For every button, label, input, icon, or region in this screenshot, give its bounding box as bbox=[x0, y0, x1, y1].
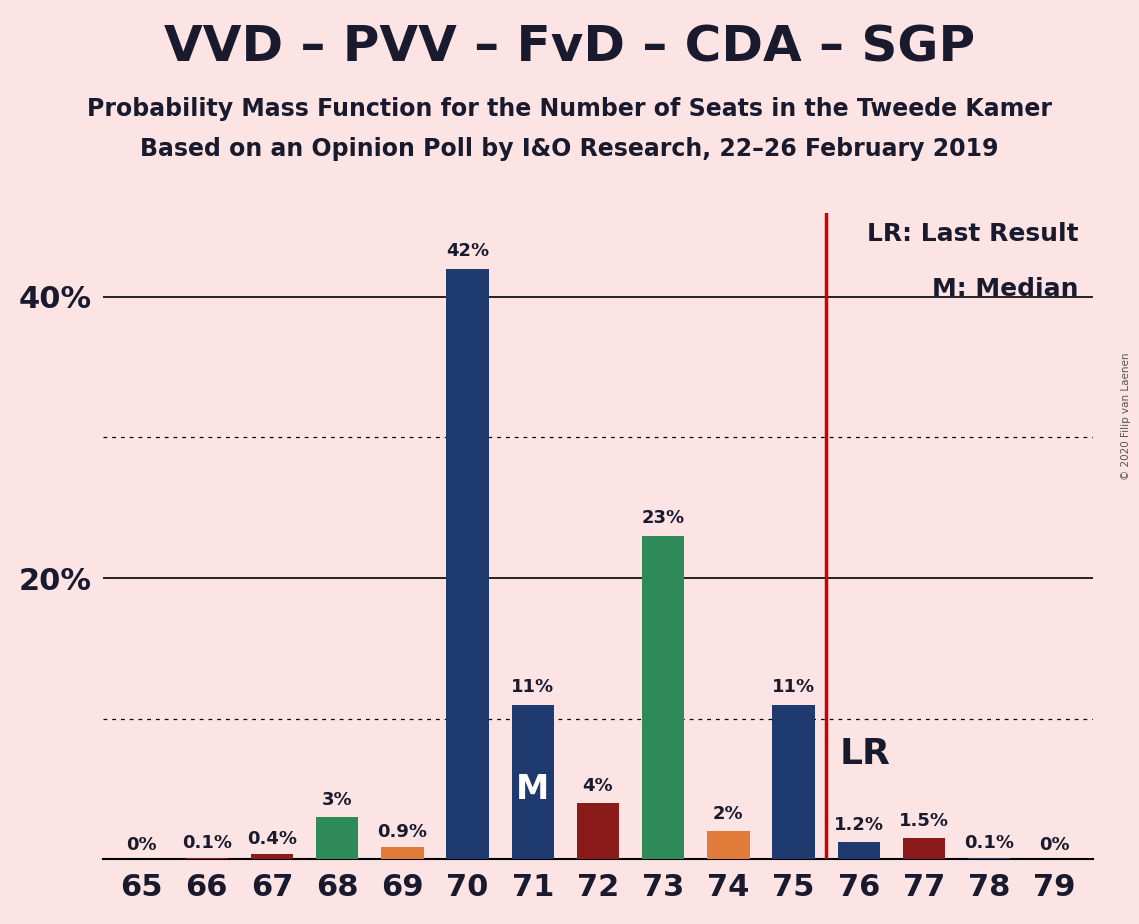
Text: © 2020 Filip van Laenen: © 2020 Filip van Laenen bbox=[1121, 352, 1131, 480]
Text: 1.5%: 1.5% bbox=[899, 812, 949, 830]
Bar bbox=[642, 536, 685, 859]
Text: 23%: 23% bbox=[641, 509, 685, 528]
Text: LR: LR bbox=[839, 736, 890, 771]
Bar bbox=[446, 269, 489, 859]
Text: 0.1%: 0.1% bbox=[964, 834, 1014, 852]
Text: 4%: 4% bbox=[583, 777, 613, 795]
Bar bbox=[186, 857, 228, 859]
Text: M: M bbox=[516, 773, 549, 807]
Bar bbox=[772, 705, 814, 859]
Bar bbox=[511, 705, 554, 859]
Text: 11%: 11% bbox=[511, 678, 555, 696]
Bar bbox=[968, 857, 1010, 859]
Text: VVD – PVV – FvD – CDA – SGP: VVD – PVV – FvD – CDA – SGP bbox=[164, 23, 975, 71]
Text: 0%: 0% bbox=[1039, 835, 1070, 854]
Bar bbox=[251, 854, 293, 859]
Text: Probability Mass Function for the Number of Seats in the Tweede Kamer: Probability Mass Function for the Number… bbox=[87, 97, 1052, 121]
Bar bbox=[382, 846, 424, 859]
Text: 0.4%: 0.4% bbox=[247, 830, 297, 848]
Text: 0.9%: 0.9% bbox=[377, 823, 427, 841]
Bar bbox=[316, 817, 359, 859]
Text: 0%: 0% bbox=[126, 835, 157, 854]
Bar bbox=[576, 803, 620, 859]
Bar bbox=[837, 843, 880, 859]
Bar bbox=[903, 838, 945, 859]
Text: LR: Last Result: LR: Last Result bbox=[867, 222, 1079, 246]
Text: 11%: 11% bbox=[772, 678, 816, 696]
Bar bbox=[707, 832, 749, 859]
Text: 1.2%: 1.2% bbox=[834, 816, 884, 834]
Text: 2%: 2% bbox=[713, 805, 744, 822]
Text: 0.1%: 0.1% bbox=[182, 834, 232, 852]
Text: 3%: 3% bbox=[322, 791, 352, 808]
Text: M: Median: M: Median bbox=[932, 277, 1079, 301]
Text: 42%: 42% bbox=[446, 242, 489, 261]
Text: Based on an Opinion Poll by I&O Research, 22–26 February 2019: Based on an Opinion Poll by I&O Research… bbox=[140, 137, 999, 161]
